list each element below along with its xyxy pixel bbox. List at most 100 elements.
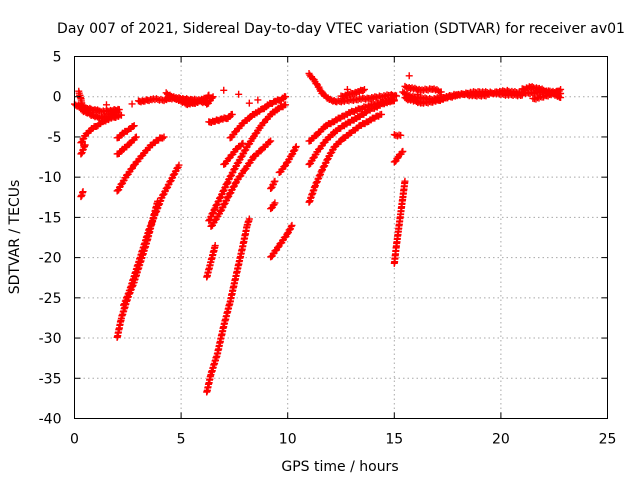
data-point [471, 89, 479, 97]
data-point [366, 95, 374, 103]
y-tick-label: -10 [39, 170, 62, 186]
y-axis-label: SDTVAR / TECUs [7, 180, 23, 295]
y-tick-label: 5 [53, 50, 62, 66]
data-point [79, 188, 87, 196]
y-tick-label: -40 [39, 412, 62, 428]
data-point [175, 161, 183, 169]
x-axis-label: GPS time / hours [281, 459, 398, 475]
data-point [213, 201, 221, 209]
data-point [323, 156, 331, 164]
x-tick-label: 10 [279, 432, 297, 448]
data-point [131, 134, 139, 142]
x-tick-label: 5 [177, 432, 186, 448]
data-point [436, 97, 444, 105]
data-point [397, 131, 405, 139]
data-point [208, 94, 216, 102]
data-point [366, 102, 374, 110]
data-point [460, 90, 468, 98]
data-point [271, 199, 279, 207]
data-point [399, 147, 407, 155]
data-point [547, 91, 555, 99]
data-point [271, 177, 279, 185]
data-point [320, 162, 328, 170]
data-point [544, 92, 552, 100]
data-point [215, 194, 223, 202]
data-point [319, 163, 327, 171]
data-point [267, 137, 275, 145]
data-point [129, 122, 137, 130]
data-point [266, 138, 274, 146]
data-point [557, 94, 565, 102]
data-point [360, 85, 368, 93]
data-point [282, 93, 290, 101]
data-point [375, 100, 383, 108]
data-point [532, 95, 540, 103]
data-point [292, 143, 300, 151]
data-point [160, 133, 168, 141]
chart-title: Day 007 of 2021, Sidereal Day-to-day VTE… [57, 21, 625, 37]
data-point [292, 144, 300, 152]
data-point [540, 93, 548, 101]
data-point [378, 110, 386, 118]
axis-ticks [74, 56, 608, 419]
data-point [209, 93, 217, 101]
data-point [130, 122, 138, 130]
data-point [378, 93, 386, 101]
data-point [287, 222, 295, 230]
data-point [245, 99, 253, 107]
data-point [216, 194, 224, 202]
data-point [380, 98, 388, 106]
data-point [557, 85, 565, 93]
data-point [318, 166, 326, 174]
data-point [439, 95, 447, 103]
data-point [371, 101, 379, 109]
data-point [220, 86, 228, 94]
data-point [555, 87, 563, 95]
x-tick-label: 0 [70, 432, 79, 448]
data-points [71, 69, 565, 396]
data-point [414, 90, 422, 98]
data-point [451, 92, 459, 100]
data-point [321, 159, 329, 167]
data-point [212, 202, 220, 210]
data-point [254, 96, 262, 104]
data-point [393, 132, 401, 140]
data-point [245, 215, 253, 223]
x-tick-label: 15 [385, 432, 403, 448]
data-point [214, 198, 222, 206]
y-tick-label: -25 [39, 291, 62, 307]
data-point [343, 85, 351, 93]
data-point [437, 88, 445, 96]
data-point [223, 194, 231, 202]
data-point [102, 101, 110, 109]
y-tick-label: -35 [39, 371, 62, 387]
data-point [448, 93, 456, 101]
data-point [405, 72, 413, 80]
x-tick-label: 20 [492, 432, 510, 448]
data-point [117, 111, 125, 119]
plot-frame [74, 56, 608, 419]
data-point [235, 90, 243, 98]
data-point [363, 103, 371, 111]
data-point [81, 141, 89, 149]
data-point [387, 97, 395, 105]
y-tick-label: -5 [48, 130, 62, 146]
data-point [211, 242, 219, 250]
data-point [228, 110, 236, 118]
data-point [232, 179, 240, 187]
data-point [401, 177, 409, 185]
data-point [159, 134, 167, 142]
data-point [288, 221, 296, 229]
data-point [78, 101, 86, 109]
y-tick-label: 0 [53, 90, 62, 106]
tick-labels: 0 5 10 15 20 25 5 0 -5 -10 -15 -20 -25 -30 -35 -40 [39, 50, 617, 448]
y-tick-label: -15 [39, 210, 62, 226]
grid-layer [74, 56, 608, 419]
data-point [128, 100, 136, 108]
data-point [132, 133, 140, 141]
data-point [392, 92, 400, 100]
data-point [282, 101, 290, 109]
data-point [358, 104, 366, 112]
x-tick-label: 25 [599, 432, 617, 448]
